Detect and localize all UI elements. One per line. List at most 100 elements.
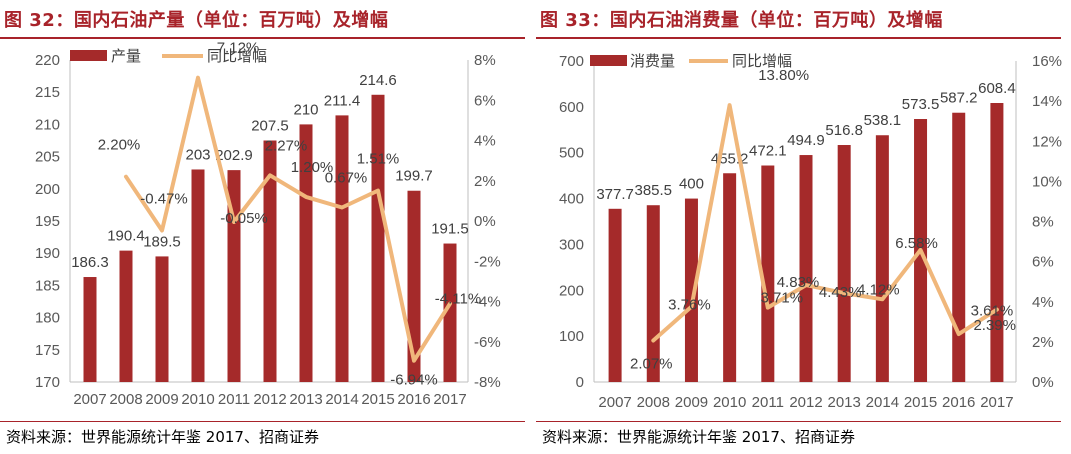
growth-value-label: 2.07% <box>630 355 673 372</box>
x-tick-label: 2011 <box>218 391 250 408</box>
legend-bar-swatch <box>590 55 627 66</box>
x-tick-label: 2014 <box>325 391 358 408</box>
x-tick-label: 2016 <box>397 391 430 408</box>
x-tick-label: 2015 <box>904 394 937 411</box>
bar <box>799 155 813 382</box>
y-left-tick-label: 100 <box>559 328 584 345</box>
bar-value-label: 211.4 <box>324 92 360 109</box>
growth-value-label: 3.71% <box>761 290 804 307</box>
bar <box>83 277 97 382</box>
growth-value-label: 1.51% <box>357 151 400 168</box>
growth-value-label: 7.12% <box>217 40 260 57</box>
x-tick-label: 2016 <box>942 394 975 411</box>
y-right-tick-label: 2% <box>1032 334 1054 351</box>
bar <box>443 243 457 382</box>
y-right-tick-label: 2% <box>474 173 496 190</box>
growth-value-label: 6.58% <box>895 235 938 252</box>
growth-value-label: -0.05% <box>220 210 268 227</box>
x-tick-label: 2009 <box>145 391 178 408</box>
y-right-tick-label: 14% <box>1032 93 1062 110</box>
bar <box>723 173 737 382</box>
chart-source: 资料来源：世界能源统计年鉴 2017、招商证券 <box>542 428 855 446</box>
y-right-tick-label: 4% <box>474 133 496 150</box>
y-right-tick-label: -6% <box>474 334 501 351</box>
x-tick-label: 2011 <box>752 394 784 411</box>
bar-value-label: 385.5 <box>634 182 672 199</box>
x-tick-label: 2007 <box>598 394 631 411</box>
bar <box>990 103 1004 383</box>
y-left-tick-label: 205 <box>35 149 60 166</box>
bar <box>263 140 277 382</box>
x-tick-label: 2007 <box>73 391 106 408</box>
y-left-tick-label: 500 <box>559 145 584 162</box>
y-left-tick-label: 0 <box>576 374 584 391</box>
y-left-tick-label: 190 <box>35 245 60 262</box>
chart-panel-consumption: 图 33：国内石油消费量（单位：百万吨）及增幅 0 100 200 300 400 500… <box>536 0 1071 454</box>
y-left-tick-label: 185 <box>35 277 60 294</box>
chart-panel-production: 图 32：国内石油产量（单位：百万吨）及增幅 170 175 180 185 190 19… <box>0 0 535 454</box>
y-right-tick-label: 16% <box>1032 53 1062 70</box>
y-left-tick-label: 210 <box>35 116 60 133</box>
bar-value-label: 199.7 <box>395 168 433 185</box>
growth-value-label: 4.83% <box>777 274 820 291</box>
chart-title: 图 32：国内石油产量（单位：百万吨）及增幅 <box>4 10 389 31</box>
bar-value-label: 472.1 <box>749 143 787 160</box>
growth-value-label: 1.20% <box>291 159 334 176</box>
x-tick-label: 2014 <box>866 394 899 411</box>
x-tick-label: 2013 <box>827 394 860 411</box>
bar <box>227 170 241 382</box>
bar-value-label: 214.6 <box>359 72 397 89</box>
bar <box>875 135 889 382</box>
growth-value-label: 13.80% <box>758 67 809 84</box>
bar <box>684 198 698 382</box>
growth-value-label: 4.43% <box>819 284 862 301</box>
title-divider <box>536 37 1061 39</box>
x-tick-label: 2010 <box>181 391 214 408</box>
y-right-tick-label: 0% <box>474 213 496 230</box>
bar <box>335 115 349 382</box>
source-divider <box>0 421 525 422</box>
bar-value-label: 191.5 <box>431 221 469 238</box>
source-divider <box>536 421 1061 422</box>
bar-value-label: 207.5 <box>251 118 289 135</box>
chart-source: 资料来源：世界能源统计年鉴 2017、招商证券 <box>6 428 319 446</box>
growth-value-label: -0.47% <box>140 190 188 207</box>
y-left-tick-label: 215 <box>35 84 60 101</box>
x-tick-label: 2010 <box>713 394 746 411</box>
x-tick-label: 2009 <box>675 394 708 411</box>
x-tick-label: 2015 <box>361 391 394 408</box>
x-tick-label: 2013 <box>289 391 322 408</box>
growth-value-label: -6.94% <box>390 372 438 389</box>
bar-value-label: 608.4 <box>978 80 1016 97</box>
y-right-tick-label: -4% <box>474 294 501 311</box>
y-right-tick-label: 4% <box>1032 294 1054 311</box>
y-right-tick-label: 0% <box>1032 374 1054 391</box>
y-left-tick-label: 600 <box>559 99 584 116</box>
bar <box>191 169 205 382</box>
x-tick-label: 2017 <box>980 394 1013 411</box>
legend-line-label: 同比增幅 <box>207 48 267 65</box>
y-right-tick-label: 8% <box>474 52 496 69</box>
bar-value-label: 186.3 <box>71 254 109 271</box>
title-divider <box>0 37 525 39</box>
y-right-tick-label: 12% <box>1032 133 1062 150</box>
y-left-tick-label: 220 <box>35 52 60 69</box>
x-tick-label: 2008 <box>637 394 670 411</box>
growth-value-label: -4.11% <box>435 291 481 308</box>
y-left-tick-label: 400 <box>559 191 584 208</box>
y-left-tick-label: 180 <box>35 310 60 327</box>
chart-production: 170 175 180 185 190 195 200 205 210 215 220 -8% -6% -… <box>35 40 501 408</box>
y-left-tick-label: 195 <box>35 213 60 230</box>
y-left-tick-label: 700 <box>559 53 584 70</box>
bar <box>371 94 385 382</box>
growth-value-label: 2.27% <box>265 137 308 154</box>
bar-value-label: 377.7 <box>596 186 634 203</box>
bar <box>299 124 313 383</box>
bar-value-label: 203 <box>185 146 210 163</box>
bar-value-label: 202.9 <box>215 147 253 164</box>
chart-consumption: 0 100 200 300 400 500 600 700 0% 2% 4% 6% 8% 10% 12% 14… <box>559 53 1062 411</box>
legend-line-label: 同比增幅 <box>732 53 792 70</box>
growth-line <box>124 75 452 363</box>
x-tick-label: 2008 <box>109 391 142 408</box>
bar-value-label: 494.9 <box>787 132 825 149</box>
